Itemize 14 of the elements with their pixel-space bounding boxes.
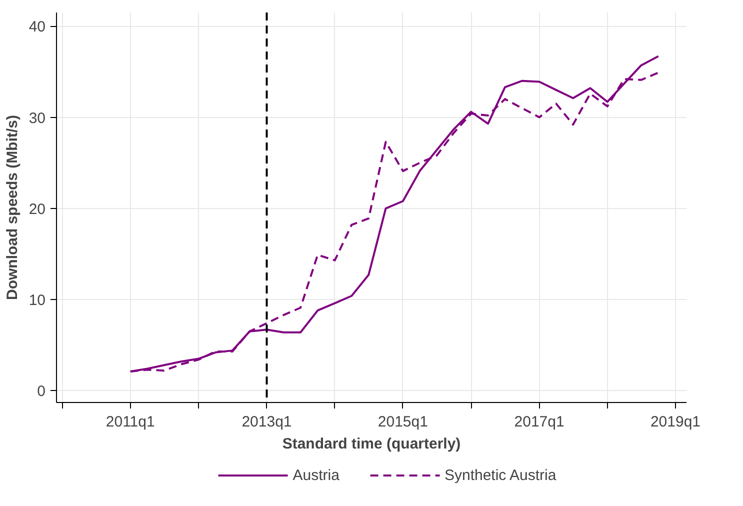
y-tick-label: 20 <box>28 200 46 218</box>
x-axis-title: Standard time (quarterly) <box>282 436 461 452</box>
y-tick-label: 0 <box>37 383 46 400</box>
y-tick-label: 10 <box>28 292 46 310</box>
x-tick-label: 2019q1 <box>650 414 701 430</box>
y-tick-label: 40 <box>28 18 46 36</box>
legend-label: Synthetic Austria <box>444 466 556 484</box>
y-tick-label: 30 <box>28 110 46 127</box>
y-axis-title: Download speeds (Mbit/s) <box>4 114 21 300</box>
x-tick-label: 2015q1 <box>378 414 428 430</box>
x-tick-label: 2011q1 <box>106 414 155 430</box>
x-tick-label: 2017q1 <box>514 414 564 430</box>
legend-label: Austria <box>292 466 340 484</box>
x-tick-label: 2013q1 <box>242 414 292 430</box>
